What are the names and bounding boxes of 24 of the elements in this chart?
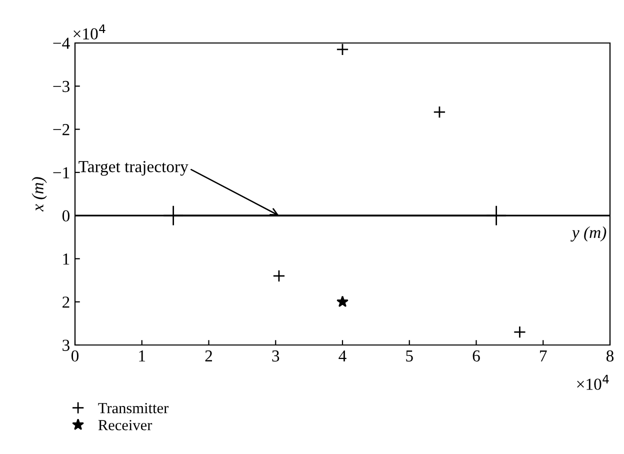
y-tick-label: 3 [62,340,70,351]
y-tick-label: 2 [62,296,70,308]
y-tick-label: −2 [53,124,70,136]
x-tick-label: 8 [606,350,614,362]
x-tick-label: 0 [71,350,79,362]
x-tick-label: 6 [472,350,480,362]
x-tick-label: 4 [338,350,346,362]
text: ×10$^{4}$ [74,24,106,40]
y-tick-label: −3 [53,80,70,92]
y-axis-title: x (m) [32,177,47,212]
annotation: Target trajectory [78,161,188,176]
ref-line-label: y (m) [570,226,606,242]
text: ×10$^{4}$ [577,374,609,390]
y-tick-label: −1 [53,167,70,178]
x-tick-label: 5 [406,350,413,362]
y-tick-label: −4 [53,38,70,49]
legend-label: Receiver [98,420,152,430]
x-tick-label: 7 [540,350,547,362]
x-tick-label: 3 [272,350,280,362]
y-tick-label: 0 [62,210,70,222]
x-tick-label: 2 [205,350,212,362]
x-tick-label: 1 [139,350,146,362]
legend-label: Transmitter [98,403,169,414]
y-tick-label: 1 [63,253,70,264]
